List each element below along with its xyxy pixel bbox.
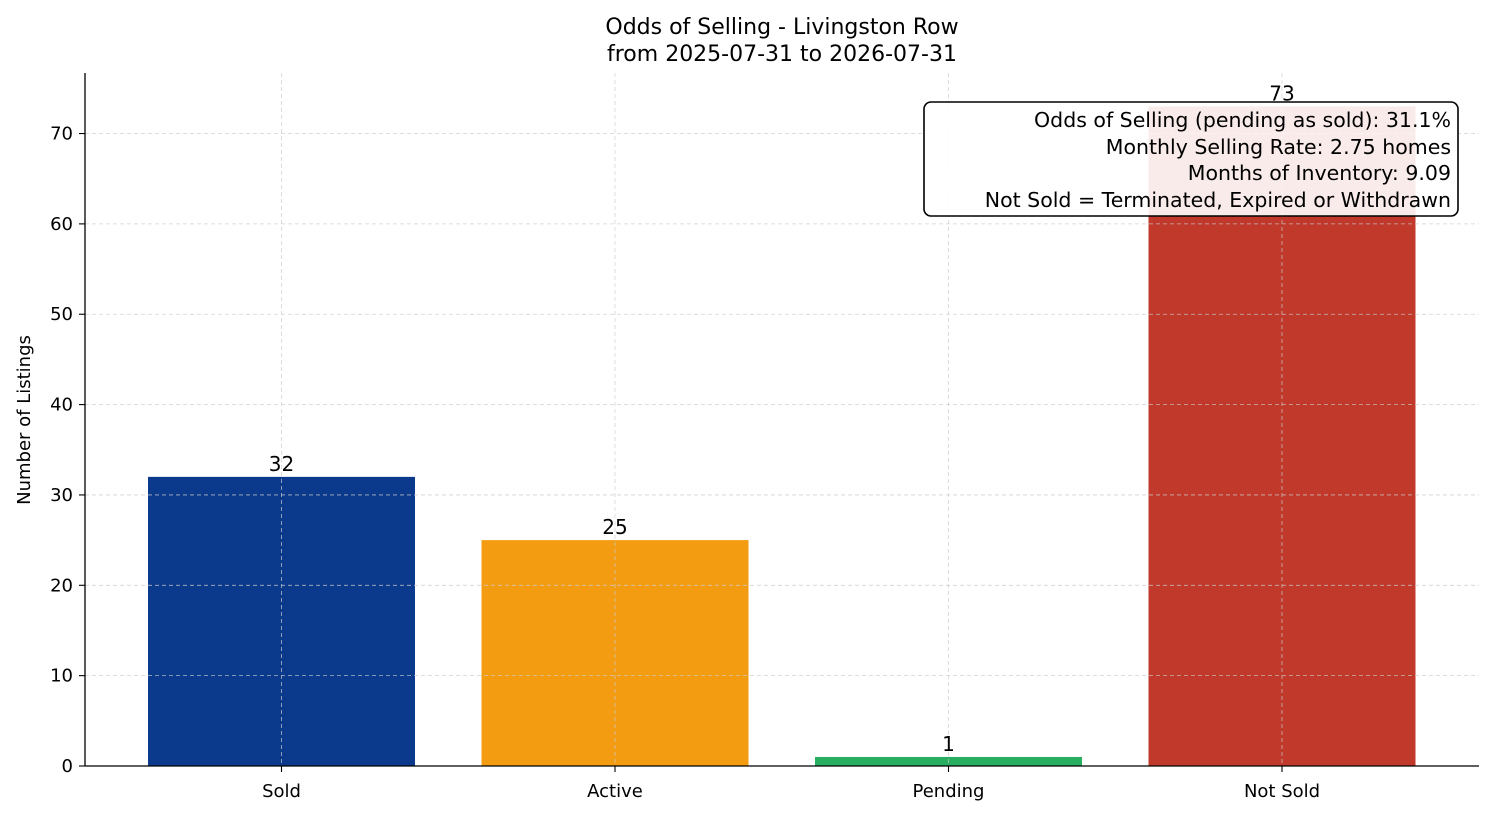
annotation-line-rate: Monthly Selling Rate: 2.75 homes [1106,135,1451,159]
y-tick-label: 50 [50,304,73,325]
y-tick-label: 0 [62,756,73,777]
y-tick-label: 30 [50,485,73,506]
chart-title-group: Odds of Selling - Livingston Row from 20… [605,15,958,67]
y-ticks: 0 10 20 30 40 50 60 70 [50,124,85,777]
x-tick-label: Pending [913,781,985,802]
chart-subtitle: from 2025-07-31 to 2026-07-31 [607,42,957,67]
x-tick-label: Not Sold [1244,781,1320,802]
annotation-box [923,101,1459,217]
axes [84,73,1479,767]
x-tick-label: Active [587,781,643,802]
y-tick-label: 60 [50,214,73,235]
bar-value-label: 32 [269,452,294,476]
x-ticks: Sold Active Pending Not Sold [262,766,1320,802]
annotation-line-inventory: Months of Inventory: 9.09 [1188,161,1451,185]
stats-annotation-box: Odds of Selling (pending as sold): 31.1%… [923,101,1459,217]
chart-title: Odds of Selling - Livingston Row [605,15,958,40]
y-tick-label: 10 [50,666,73,687]
y-tick-label: 40 [50,395,73,416]
y-tick-label: 70 [50,124,73,145]
bar-value-label: 1 [942,732,955,756]
bar-value-label: 25 [602,515,627,539]
y-tick-label: 20 [50,575,73,596]
annotation-line-odds: Odds of Selling (pending as sold): 31.1% [1034,108,1451,132]
y-axis-label: Number of Listings [14,335,35,505]
x-tick-label: Sold [262,781,301,802]
grid-lines [85,73,1479,766]
annotation-line-note: Not Sold = Terminated, Expired or Withdr… [985,188,1451,212]
